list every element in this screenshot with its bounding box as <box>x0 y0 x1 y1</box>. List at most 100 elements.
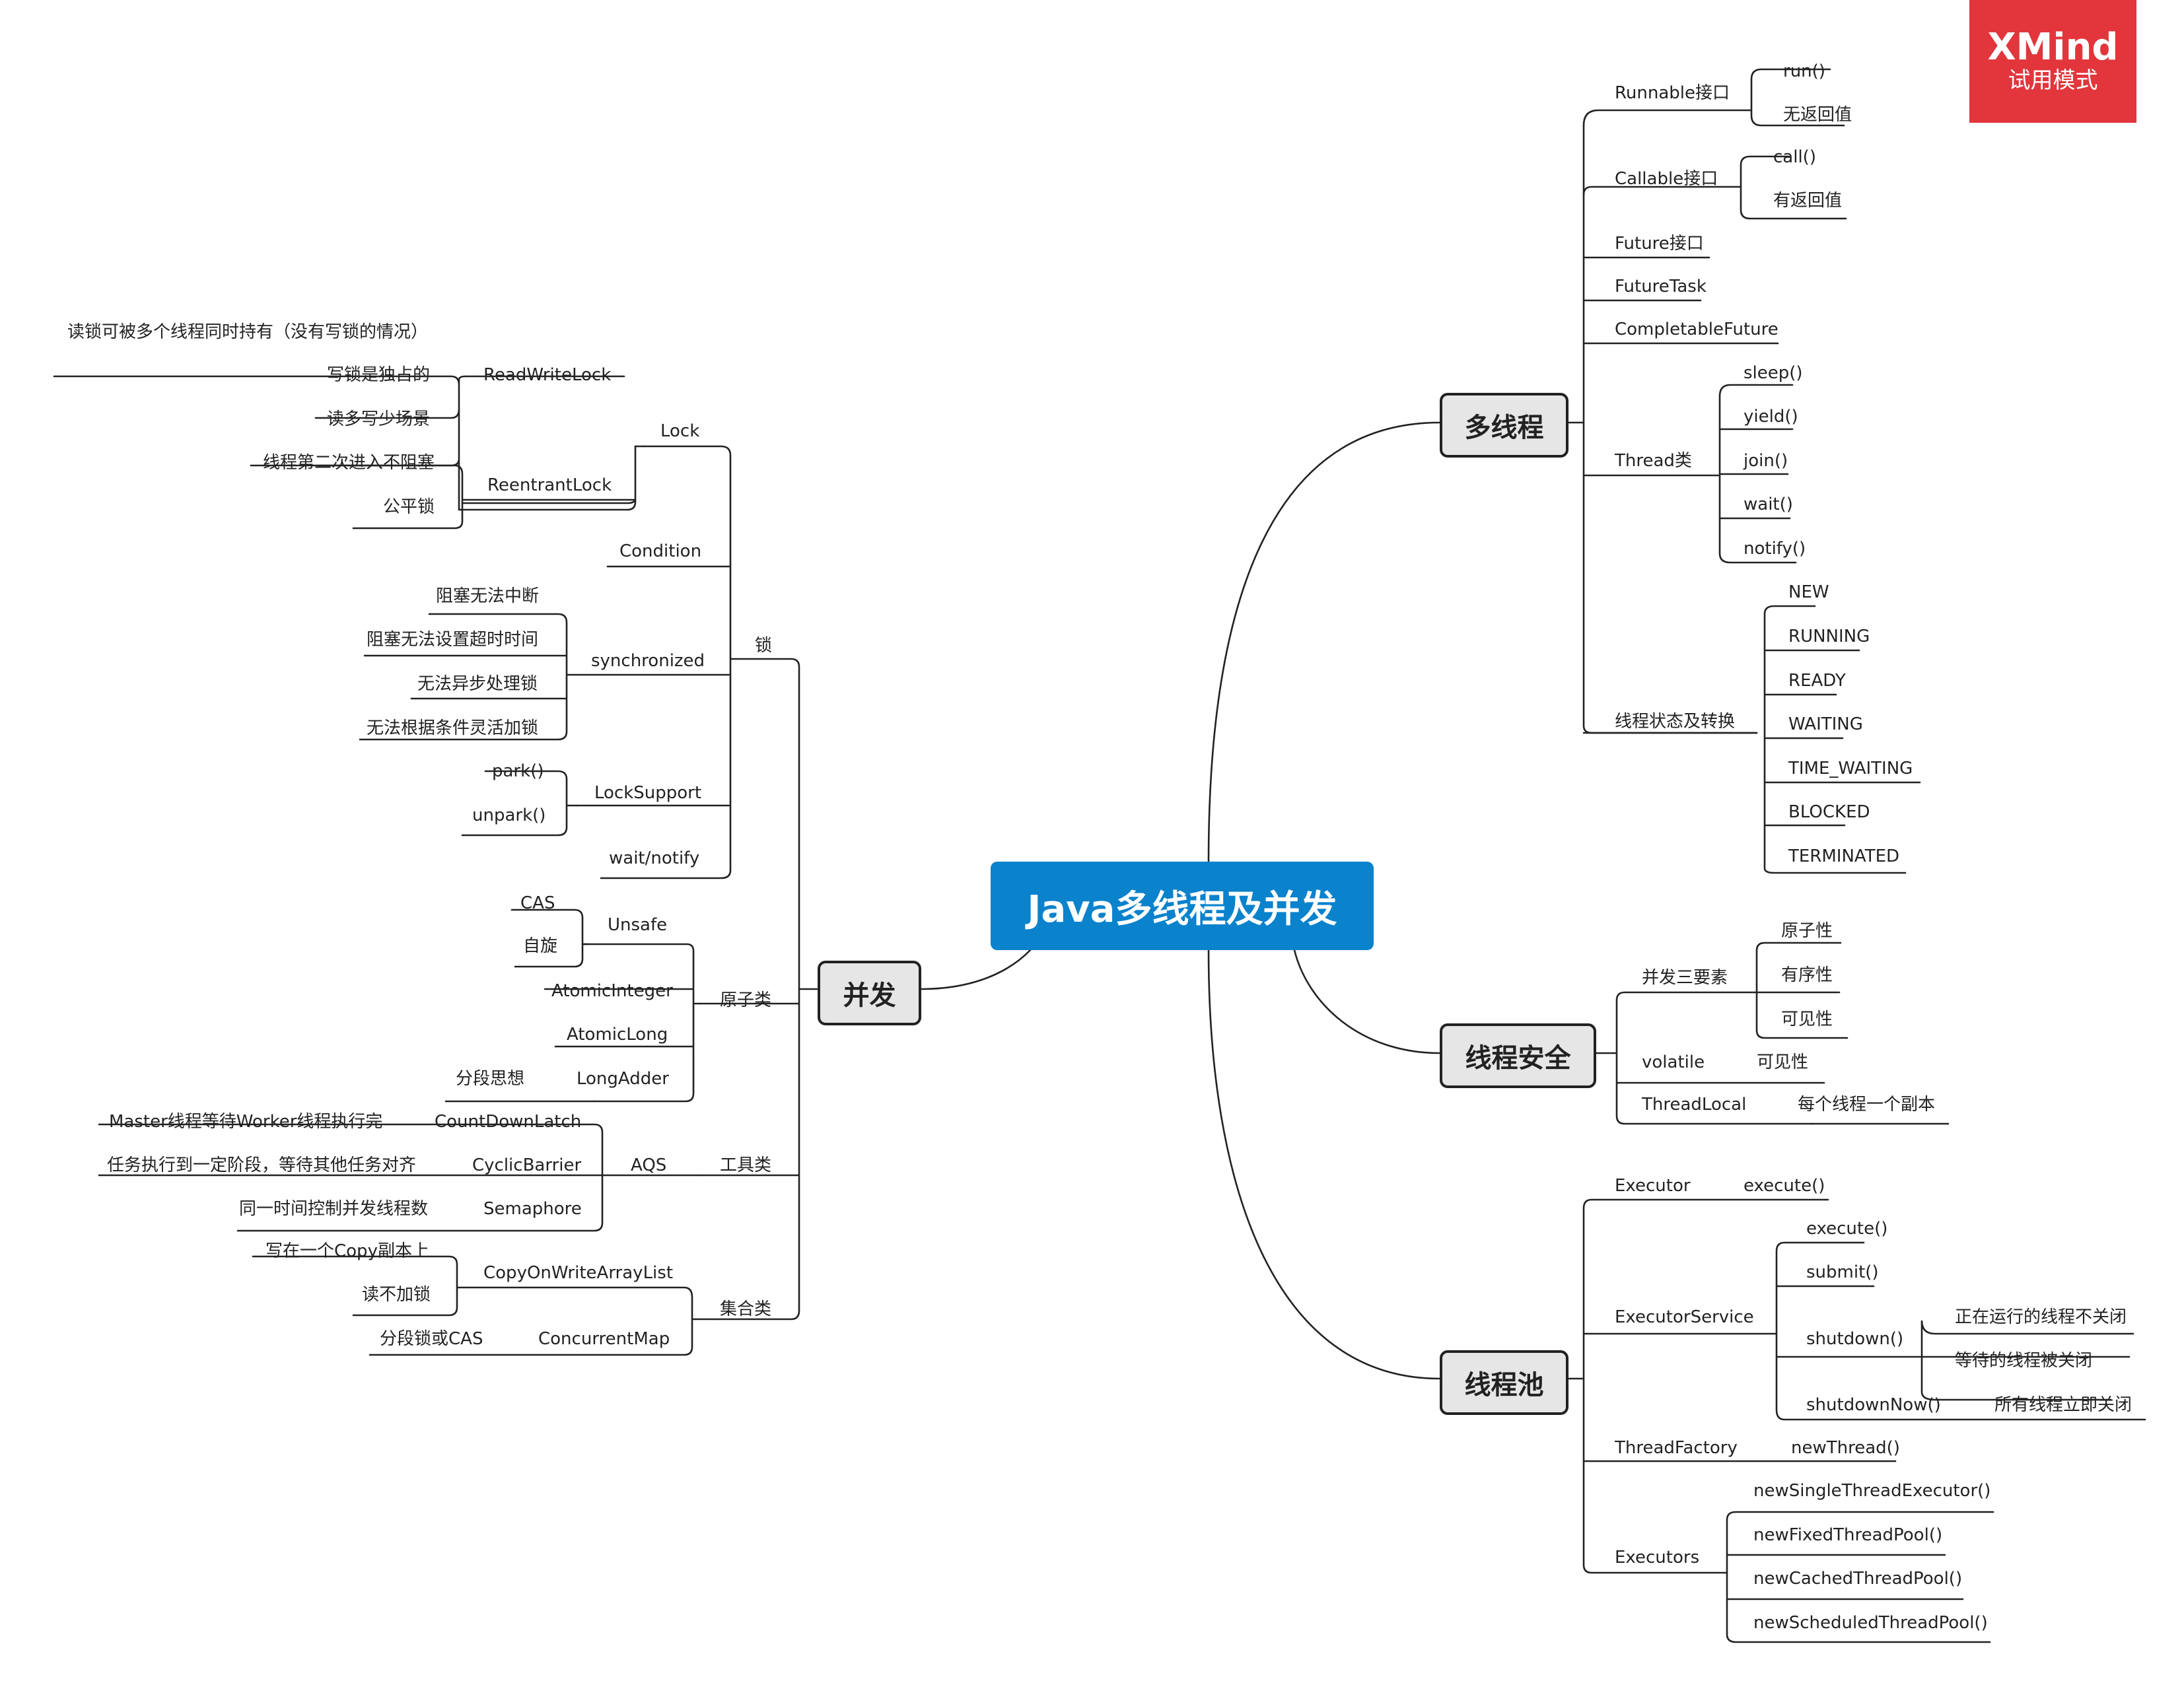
node-sy-timeout[interactable]: 阻塞无法设置超时时间 <box>367 630 539 650</box>
node-volatile[interactable]: volatile <box>1642 1052 1705 1072</box>
node-sy-async[interactable]: 无法异步处理锁 <box>417 674 538 694</box>
node-concurrentmap[interactable]: ConcurrentMap <box>538 1329 670 1349</box>
node-callable[interactable]: Callable接口 <box>1615 169 1718 189</box>
node-futuretask[interactable]: FutureTask <box>1615 277 1707 296</box>
node-three-elements[interactable]: 并发三要素 <box>1642 968 1728 988</box>
topic-concurrency[interactable]: 并发 <box>818 961 921 1025</box>
node-segment-idea[interactable]: 分段思想 <box>456 1069 525 1089</box>
node-tool-group[interactable]: 工具类 <box>720 1155 772 1175</box>
node-shutdown-waiting[interactable]: 等待的线程被关闭 <box>1955 1351 2093 1371</box>
node-readwritelock[interactable]: ReadWriteLock <box>483 365 612 385</box>
node-aqs[interactable]: AQS <box>631 1155 667 1175</box>
node-volatile-visibility[interactable]: 可见性 <box>1757 1052 1809 1072</box>
node-shutdown-running[interactable]: 正在运行的线程不关闭 <box>1955 1307 2127 1327</box>
node-countdownlatch[interactable]: CountDownLatch <box>435 1112 582 1132</box>
node-atomic-group[interactable]: 原子类 <box>720 990 772 1010</box>
node-synchronized[interactable]: synchronized <box>591 651 705 671</box>
node-yield[interactable]: yield() <box>1744 407 1798 427</box>
node-cdl-desc[interactable]: Master线程等待Worker线程执行完 <box>109 1112 383 1132</box>
node-shutdownnow-desc[interactable]: 所有线程立即关闭 <box>1994 1395 2132 1415</box>
node-spin[interactable]: 自旋 <box>523 936 558 956</box>
node-threadlocal[interactable]: ThreadLocal <box>1642 1095 1747 1115</box>
node-cas[interactable]: CAS <box>520 893 555 913</box>
node-atomiclong[interactable]: AtomicLong <box>567 1025 668 1045</box>
edge-ts-three <box>1755 942 1849 1039</box>
node-semaphore[interactable]: Semaphore <box>483 1199 582 1219</box>
node-service-submit[interactable]: submit() <box>1806 1262 1879 1282</box>
node-future[interactable]: Future接口 <box>1615 234 1704 254</box>
node-cmap-desc[interactable]: 分段锁或CAS <box>380 1329 483 1349</box>
node-call[interactable]: call() <box>1773 147 1816 167</box>
node-park[interactable]: park() <box>492 761 544 781</box>
node-wait[interactable]: wait() <box>1744 495 1793 514</box>
node-atomicity[interactable]: 原子性 <box>1781 921 1833 941</box>
node-notify[interactable]: notify() <box>1744 539 1806 559</box>
node-cyclicbarrier[interactable]: CyclicBarrier <box>472 1155 582 1175</box>
node-state-time-waiting[interactable]: TIME_WAITING <box>1788 759 1913 778</box>
node-state-terminated[interactable]: TERMINATED <box>1788 846 1900 866</box>
node-service-shutdown[interactable]: shutdown() <box>1806 1329 1904 1349</box>
node-unsafe[interactable]: Unsafe <box>608 915 668 935</box>
node-newthread[interactable]: newThread() <box>1791 1438 1900 1458</box>
node-executors[interactable]: Executors <box>1615 1548 1700 1567</box>
node-cb-desc[interactable]: 任务执行到一定阶段，等待其他任务对齐 <box>107 1155 417 1175</box>
node-service-execute[interactable]: execute() <box>1806 1219 1888 1239</box>
node-sleep[interactable]: sleep() <box>1744 363 1803 383</box>
node-atomicinteger[interactable]: AtomicInteger <box>551 981 673 1001</box>
node-executor[interactable]: Executor <box>1615 1176 1691 1196</box>
node-state-blocked[interactable]: BLOCKED <box>1788 802 1870 822</box>
node-collection-group[interactable]: 集合类 <box>720 1299 772 1319</box>
node-runnable[interactable]: Runnable接口 <box>1615 83 1730 103</box>
node-run[interactable]: run() <box>1783 61 1825 81</box>
node-reentrantlock[interactable]: ReentrantLock <box>487 475 612 495</box>
edge-cc-sync <box>359 613 577 741</box>
edge-tp-trunk <box>1567 1198 1897 1574</box>
node-executorservice[interactable]: ExecutorService <box>1615 1307 1754 1327</box>
node-has-return[interactable]: 有返回值 <box>1773 191 1843 211</box>
node-service-shutdownnow[interactable]: shutdownNow() <box>1806 1395 1941 1415</box>
node-newscheduledthreadpool[interactable]: newScheduledThreadPool() <box>1753 1613 1988 1633</box>
node-state-ready[interactable]: READY <box>1788 671 1846 691</box>
node-sy-condition[interactable]: 无法根据条件灵活加锁 <box>367 718 539 738</box>
node-cow-copy[interactable]: 写在一个Copy副本上 <box>265 1241 429 1261</box>
node-sy-interrupt[interactable]: 阻塞无法中断 <box>436 586 540 606</box>
central-topic[interactable]: Java多线程及并发 <box>991 862 1374 950</box>
topic-thread-safety[interactable]: 线程安全 <box>1440 1023 1596 1088</box>
node-newcachedthreadpool[interactable]: newCachedThreadPool() <box>1753 1569 1963 1589</box>
node-lock[interactable]: Lock <box>660 421 700 441</box>
node-copyonwritearraylist[interactable]: CopyOnWriteArrayList <box>483 1263 674 1283</box>
node-state-running[interactable]: RUNNING <box>1788 627 1870 646</box>
topic-multithread[interactable]: 多线程 <box>1440 393 1568 458</box>
node-threadfactory[interactable]: ThreadFactory <box>1615 1438 1738 1458</box>
node-newfixedthreadpool[interactable]: newFixedThreadPool() <box>1753 1525 1943 1545</box>
topic-thread-pool[interactable]: 线程池 <box>1440 1350 1568 1415</box>
node-no-return[interactable]: 无返回值 <box>1783 105 1852 125</box>
edge-mt-runnable <box>1582 68 1845 127</box>
node-join[interactable]: join() <box>1744 451 1788 471</box>
node-sem-desc[interactable]: 同一时间控制并发线程数 <box>239 1199 429 1219</box>
node-waitnotify[interactable]: wait/notify <box>609 848 700 868</box>
node-visibility[interactable]: 可见性 <box>1781 1010 1833 1029</box>
node-condition[interactable]: Condition <box>619 541 702 561</box>
node-state-waiting[interactable]: WAITING <box>1788 714 1863 734</box>
node-thread-state[interactable]: 线程状态及转换 <box>1615 712 1736 732</box>
node-rw-write[interactable]: 写锁是独占的 <box>327 365 431 385</box>
node-newsinglethreadexecutor[interactable]: newSingleThreadExecutor() <box>1753 1481 1991 1501</box>
node-cow-read[interactable]: 读不加锁 <box>362 1285 431 1305</box>
xmind-trial-badge[interactable]: XMind 试用模式 <box>1969 0 2136 123</box>
node-thread-class[interactable]: Thread类 <box>1615 451 1692 471</box>
node-rw-scenario[interactable]: 读多写少场景 <box>327 409 431 429</box>
node-longadder[interactable]: LongAdder <box>577 1069 669 1089</box>
node-ordering[interactable]: 有序性 <box>1781 965 1833 985</box>
node-completablefuture[interactable]: CompletableFuture <box>1615 320 1779 339</box>
node-rw-read[interactable]: 读锁可被多个线程同时持有（没有写锁的情况） <box>67 322 429 342</box>
node-lock-group[interactable]: 锁 <box>755 636 773 656</box>
node-locksupport[interactable]: LockSupport <box>594 783 702 803</box>
node-state-new[interactable]: NEW <box>1788 582 1829 602</box>
node-re-reenter[interactable]: 线程第二次进入不阻塞 <box>263 453 435 473</box>
node-unpark[interactable]: unpark() <box>472 806 546 825</box>
node-threadlocal-desc[interactable]: 每个线程一个副本 <box>1798 1095 1936 1115</box>
node-re-fair[interactable]: 公平锁 <box>383 497 435 517</box>
node-executor-execute[interactable]: execute() <box>1744 1176 1825 1196</box>
